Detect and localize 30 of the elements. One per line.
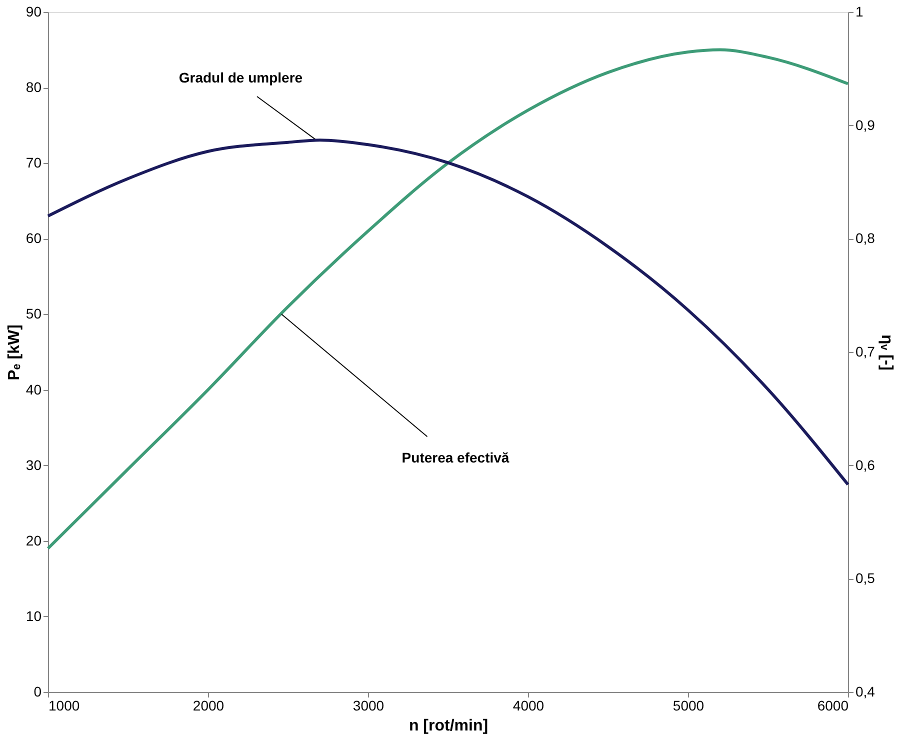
y-tick-label: 0 xyxy=(34,684,42,700)
y-tick-label: 20 xyxy=(26,532,42,548)
x-axis-title: n [rot/min] xyxy=(408,718,488,734)
line-series xyxy=(46,138,850,486)
x-tick-label: 6000 xyxy=(817,698,849,714)
line-series xyxy=(46,48,850,550)
y2-tick-label: 0,6 xyxy=(856,456,876,473)
annotation: Gradul de umplere xyxy=(178,70,303,86)
y2-axis-title: ηᵥ [-] xyxy=(878,334,895,371)
y2-tick-label: 0,9 xyxy=(856,116,876,133)
annotation: Puterea efectivă xyxy=(402,450,510,466)
y-tick-label: 90 xyxy=(26,4,42,20)
x-tick-label: 5000 xyxy=(672,698,704,714)
x-tick-label: 2000 xyxy=(192,698,224,714)
y2-tick-label: 0,5 xyxy=(856,570,876,586)
y-tick-label: 10 xyxy=(26,608,42,624)
y-tick-label: 60 xyxy=(26,230,42,246)
y2-tick-label: 0,8 xyxy=(856,230,876,246)
y2-tick-label: 1 xyxy=(856,4,864,20)
y-axis-title: Pₑ [kW] xyxy=(6,324,23,380)
y-tick-label: 50 xyxy=(26,306,42,322)
y-tick-label: 70 xyxy=(26,154,42,171)
y-tick-label: 30 xyxy=(26,456,42,473)
y2-tick-label: 0,7 xyxy=(856,344,876,360)
x-tick-label: 1000 xyxy=(48,698,80,714)
x-tick-label: 4000 xyxy=(512,698,544,714)
y2-tick-label: 0,4 xyxy=(856,684,876,700)
y-tick-label: 40 xyxy=(26,381,42,398)
y-tick-label: 80 xyxy=(26,79,42,96)
x-tick-label: 3000 xyxy=(352,698,384,714)
